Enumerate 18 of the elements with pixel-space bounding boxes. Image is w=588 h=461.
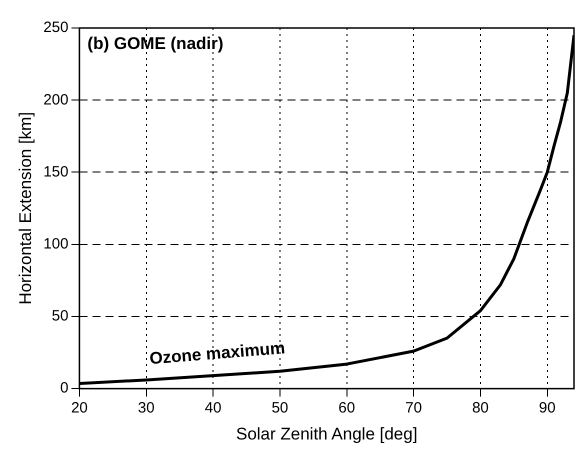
y-axis-title: Horizontal Extension [km]: [16, 112, 35, 305]
y-tick-label: 250: [43, 19, 68, 36]
series-label: Ozone maximum: [148, 338, 286, 368]
x-tick-label: 30: [138, 400, 155, 417]
y-tick-label: 200: [43, 91, 68, 108]
y-tick-label: 0: [60, 380, 68, 397]
x-tick-label: 20: [71, 400, 88, 417]
x-tick-label: 50: [272, 400, 288, 417]
x-tick-label: 70: [405, 400, 422, 417]
x-tick-label: 90: [538, 400, 556, 417]
x-tick-label: 80: [472, 400, 489, 417]
y-tick-label: 150: [43, 163, 68, 180]
y-tick-label: 50: [52, 308, 68, 325]
x-tick-label: 60: [338, 400, 356, 417]
x-tick-label: 40: [204, 400, 222, 417]
chart-title: (b) GOME (nadir): [87, 34, 224, 54]
x-axis-title: Solar Zenith Angle [deg]: [236, 424, 418, 444]
y-tick-label: 100: [43, 236, 68, 252]
